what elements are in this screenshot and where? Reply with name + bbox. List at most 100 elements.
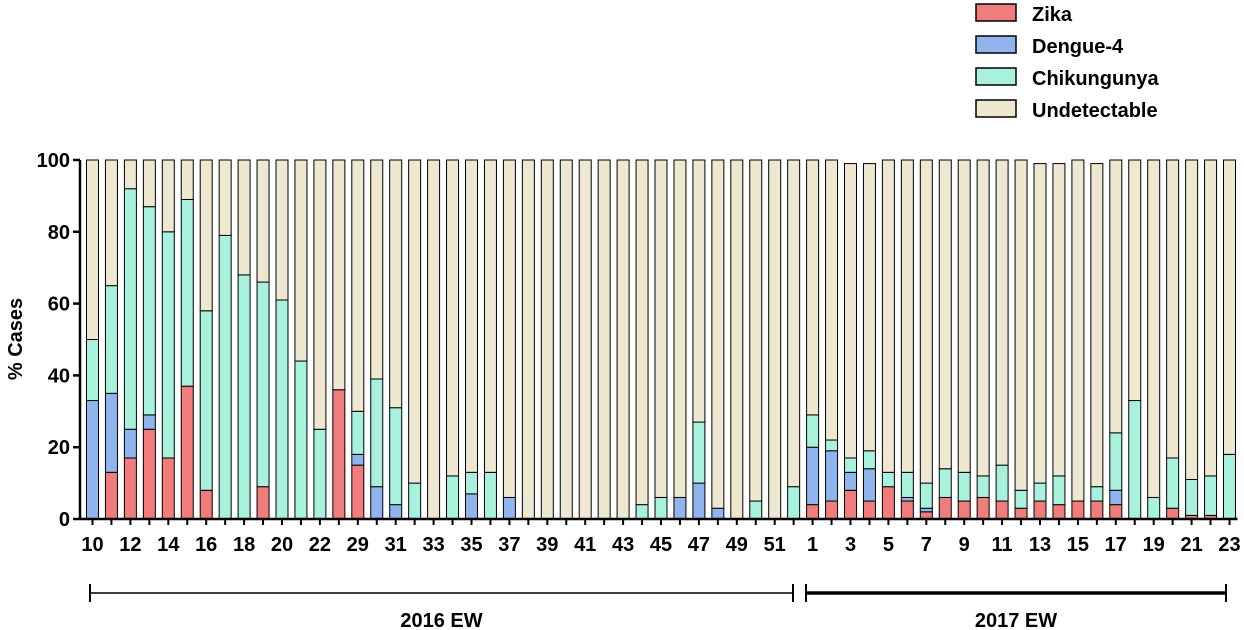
bar-segment-chikungunya (370, 378, 384, 488)
bar-segment-undetectable (957, 159, 971, 473)
bar-segment-zika (976, 496, 990, 520)
bar-segment-undetectable (730, 159, 744, 520)
bar-segment-chikungunya (787, 486, 801, 520)
legend: Zika Dengue-4 Chikungunya Undetectable (975, 3, 1160, 122)
bar-segment-undetectable (654, 159, 668, 498)
bar-segment-undetectable (787, 159, 801, 488)
bar-segment-chikungunya (483, 471, 497, 520)
x-tick-label: 35 (460, 534, 482, 556)
x-tick-label: 5 (883, 534, 894, 556)
bar-segment-undetectable (559, 159, 573, 520)
legend-swatch (975, 3, 1017, 22)
x-tick-label: 23 (1218, 534, 1240, 556)
y-tick-label: 0 (59, 509, 70, 531)
bar-segment-chikungunya (465, 471, 478, 495)
bar-segment-undetectable (1147, 159, 1161, 498)
bar-segment-chikungunya (825, 439, 839, 452)
period-label: 2016 EW (400, 610, 482, 630)
x-tick-label: 39 (536, 534, 558, 556)
bar-segment-zika (332, 389, 346, 520)
bar-segment-dengue-4 (711, 507, 725, 520)
bar-segment-zika (806, 504, 820, 520)
bar-segment-undetectable (900, 159, 914, 473)
x-tick-label: 11 (992, 534, 1013, 556)
bar-segment-dengue-4 (900, 496, 914, 502)
bar-segment-chikungunya (1014, 489, 1028, 509)
x-tick-label: 19 (1143, 534, 1165, 556)
x-tick-label: 18 (233, 534, 255, 556)
bar-segment-dengue-4 (1109, 489, 1123, 506)
x-tick-label: 12 (119, 534, 141, 556)
bar-segment-chikungunya (1052, 475, 1066, 506)
bar-segment-undetectable (881, 159, 895, 473)
bar-segment-undetectable (123, 159, 137, 190)
bar-segment-undetectable (104, 159, 118, 287)
bar-segment-chikungunya (938, 468, 952, 498)
bar-segment-dengue-4 (919, 507, 933, 513)
bar-segment-undetectable (673, 159, 687, 498)
bar-segment-undetectable (540, 159, 554, 520)
legend-swatch (975, 35, 1017, 54)
bar-segment-undetectable (199, 159, 213, 312)
bar-segment-zika (104, 471, 118, 520)
bar-segment-chikungunya (351, 410, 365, 455)
bar-segment-undetectable (1109, 159, 1123, 434)
bar-segment-undetectable (332, 159, 346, 391)
bar-segment-chikungunya (749, 500, 763, 520)
y-axis-title: % Cases (5, 298, 27, 380)
bar-segment-undetectable (218, 159, 232, 236)
x-tick-label: 20 (271, 534, 293, 556)
bar-segment-dengue-4 (825, 450, 839, 502)
bar-segment-zika (1052, 504, 1066, 520)
bar-segment-dengue-4 (692, 482, 706, 520)
bar-segment-zika (1166, 507, 1180, 520)
x-tick-label: 37 (498, 534, 520, 556)
x-axis: 10 12 14 16 18 20 22 29 31 33 35 37 39 41 43 45 47 49 51 1 3… (80, 517, 1241, 556)
bar-segment-undetectable (1223, 159, 1236, 455)
bar-segment-zika (881, 486, 895, 520)
bar-segment-undetectable (427, 159, 441, 520)
bar-segment-undetectable (1052, 163, 1066, 477)
legend-label: Undetectable (1032, 100, 1158, 122)
bar-segment-chikungunya (218, 234, 232, 520)
bar-segment-dengue-4 (86, 400, 99, 520)
bar-segment-chikungunya (957, 471, 971, 502)
bar-segment-zika (825, 500, 839, 520)
bar-segment-undetectable (806, 159, 820, 416)
bar-segment-chikungunya (995, 464, 1009, 502)
legend-swatch (975, 67, 1017, 86)
bar-segment-chikungunya (446, 475, 460, 520)
bar-segment-undetectable (635, 159, 649, 506)
legend-label: Chikungunya (1032, 68, 1160, 90)
bar-segment-undetectable (313, 159, 327, 430)
bar-segment-chikungunya (1109, 432, 1123, 491)
bar-segment-zika (1071, 500, 1085, 520)
bar-segment-chikungunya (1128, 400, 1142, 520)
bar-segment-undetectable (919, 159, 933, 484)
bar-segment-undetectable (142, 159, 156, 208)
bar-segment-zika (180, 385, 194, 520)
bar-segment-chikungunya (180, 198, 194, 387)
x-tick-label: 15 (1067, 534, 1089, 556)
bar-segment-chikungunya (635, 504, 649, 520)
bar-segment-chikungunya (1223, 453, 1236, 520)
bar-segment-undetectable (370, 159, 384, 380)
bar-segment-undetectable (161, 159, 175, 233)
x-tick-label: 45 (650, 534, 672, 556)
bar-segment-undetectable (616, 159, 630, 520)
bar-segment-zika (123, 457, 137, 520)
bar-segment-undetectable (1128, 159, 1142, 402)
bar-segment-undetectable (1014, 159, 1028, 491)
x-tick-label: 9 (959, 534, 970, 556)
bar-segment-zika (957, 500, 971, 520)
bar-segment-undetectable (825, 159, 839, 441)
bar-segment-undetectable (1090, 163, 1104, 488)
bar-segment-undetectable (995, 159, 1009, 466)
x-tick-label: 47 (688, 534, 710, 556)
bar-segment-dengue-4 (142, 414, 156, 430)
y-tick-label: 40 (48, 365, 70, 387)
bar-segment-undetectable (1071, 159, 1085, 502)
x-tick-label: 3 (845, 534, 856, 556)
bar-segment-chikungunya (313, 428, 327, 520)
